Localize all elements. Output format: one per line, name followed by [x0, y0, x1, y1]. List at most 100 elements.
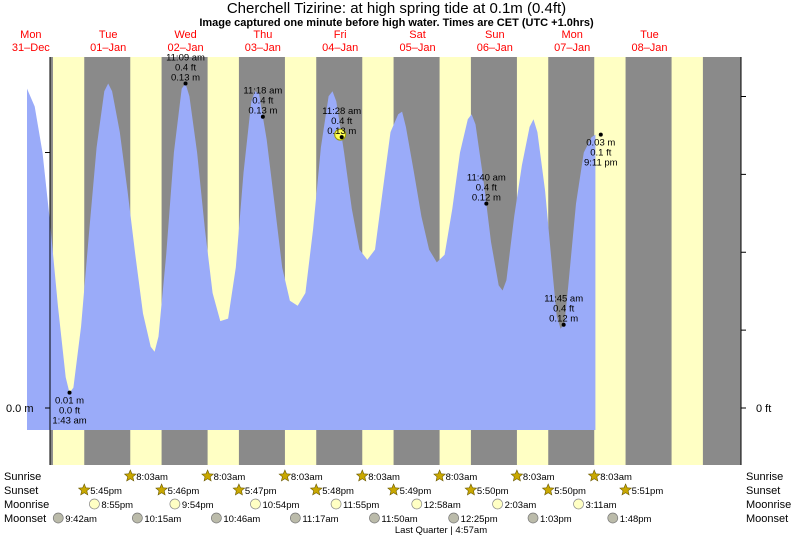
- sunrise-time: 8:03am: [600, 472, 632, 483]
- extremum-time: 11:40 am: [467, 173, 506, 184]
- extremum-ft: 0.4 ft: [553, 304, 574, 315]
- sunrise-time: 8:03am: [214, 472, 246, 483]
- moon-icon: [89, 498, 100, 510]
- moonset-icon: [448, 512, 460, 524]
- sunset-time: 5:51pm: [632, 486, 664, 497]
- row-label-sunrise: Sunrise: [4, 471, 41, 483]
- extremum-dot: [183, 81, 188, 86]
- day-date: 08–Jan: [631, 42, 667, 54]
- day-date: 05–Jan: [399, 42, 435, 54]
- row-label-right-sunrise: Sunrise: [746, 471, 783, 483]
- day-name: Mon: [20, 29, 41, 41]
- night-band: [702, 57, 741, 465]
- day-date: 02–Jan: [167, 42, 203, 54]
- sunrise-time: 8:03am: [523, 472, 555, 483]
- sunset-time: 5:47pm: [245, 486, 277, 497]
- moonset-icon: [211, 512, 222, 524]
- sunset-time: 5:50pm: [554, 486, 586, 497]
- sunset-time: 5:46pm: [168, 486, 200, 497]
- day-date: 01–Jan: [90, 42, 126, 54]
- moon-icon: [250, 498, 261, 510]
- extremum-time: 11:28 am: [322, 106, 361, 117]
- sun-icon: [309, 483, 323, 496]
- moon-icon: [169, 498, 181, 510]
- sun-icon: [387, 483, 401, 496]
- sun-icon: [77, 483, 91, 496]
- row-label-right-sunset: Sunset: [746, 485, 780, 497]
- extremum-dot: [484, 201, 489, 206]
- extremum-dot: [67, 390, 72, 395]
- moonset-icon: [607, 512, 619, 524]
- moonset-time: 12:25pm: [461, 514, 498, 525]
- extremum-dot: [339, 135, 344, 140]
- sun-icon: [355, 469, 369, 482]
- extremum-dot: [561, 322, 566, 327]
- day-date: 03–Jan: [245, 42, 281, 54]
- extremum-time: 9:11 pm: [584, 158, 618, 169]
- sunrise-time: 8:03am: [136, 472, 168, 483]
- sun-icon: [510, 469, 524, 482]
- day-name: Tue: [99, 29, 118, 41]
- row-label-right-moonset: Moonset: [746, 513, 788, 525]
- sunrise-time: 8:03am: [368, 472, 400, 483]
- day-name: Thu: [253, 29, 272, 41]
- extremum-m: 0.12 m: [549, 314, 578, 325]
- moonset-icon: [52, 512, 64, 524]
- extremum-m: 0.12 m: [472, 193, 501, 204]
- day-name: Sun: [485, 29, 505, 41]
- sun-icon: [433, 469, 447, 482]
- extremum-m: 0.13 m: [248, 106, 277, 117]
- axes: 0.0 m 0 ft: [6, 57, 771, 465]
- moon-icon: [330, 498, 342, 510]
- extremum-ft: 0.4 ft: [331, 116, 352, 127]
- extremum-m: 0.03 m: [586, 138, 615, 149]
- extremum-m: 0.13 m: [327, 126, 356, 137]
- moon-phase-footer: Last Quarter | 4:57am: [395, 525, 487, 536]
- day-date: 06–Jan: [477, 42, 513, 54]
- extremum-time: 1:43 am: [52, 416, 86, 427]
- day-name: Wed: [174, 29, 196, 41]
- moonset-time: 1:03pm: [540, 514, 572, 525]
- sun-icon: [201, 469, 215, 482]
- sun-icon: [541, 483, 555, 496]
- chart-subtitle: Image captured one minute before high wa…: [199, 17, 594, 29]
- moonrise-time: 3:11am: [586, 500, 617, 511]
- extremum-ft: 0.0 ft: [59, 406, 80, 417]
- sunset-time: 5:50pm: [477, 486, 509, 497]
- day-labels: Mon31–DecTue01–JanWed02–JanThu03–JanFri0…: [12, 29, 668, 54]
- chart-title: Cherchell Tizirine: at high spring tide …: [226, 0, 567, 17]
- moonset-time: 10:15am: [144, 514, 181, 525]
- moonset-icon: [132, 512, 143, 524]
- row-label-moonset: Moonset: [4, 513, 46, 525]
- extremum-dot: [260, 114, 265, 119]
- moonrise-time: 11:55pm: [343, 500, 379, 511]
- sunrise-time: 8:03am: [446, 472, 478, 483]
- tide-curve: [27, 83, 596, 430]
- row-label-right-moonrise: Moonrise: [746, 499, 791, 511]
- sunset-time: 5:45pm: [90, 486, 122, 497]
- day-name: Fri: [334, 29, 347, 41]
- moon-icon: [492, 498, 503, 510]
- right-axis-zero: 0 ft: [756, 403, 771, 415]
- sun-icon: [278, 469, 292, 482]
- moonrise-time: 9:54pm: [182, 500, 214, 511]
- night-band: [625, 57, 672, 465]
- extremum-time: 11:18 am: [243, 86, 282, 97]
- sunrise-time: 8:03am: [291, 472, 323, 483]
- moonset-icon: [527, 512, 539, 524]
- sun-icon: [123, 469, 137, 482]
- moon-icon: [411, 498, 423, 510]
- day-name: Tue: [640, 29, 659, 41]
- extremum-ft: 0.1 ft: [590, 148, 611, 159]
- row-label-sunset: Sunset: [4, 485, 38, 497]
- extremum-m: 0.01 m: [55, 396, 84, 407]
- sun-icon: [619, 483, 633, 496]
- extremum-dot: [598, 132, 603, 137]
- moonset-time: 9:42am: [65, 514, 97, 525]
- extremum-ft: 0.4 ft: [175, 63, 196, 74]
- day-date: 07–Jan: [554, 42, 590, 54]
- extremum-ft: 0.4 ft: [476, 183, 497, 194]
- moonset-time: 10:46am: [223, 514, 260, 525]
